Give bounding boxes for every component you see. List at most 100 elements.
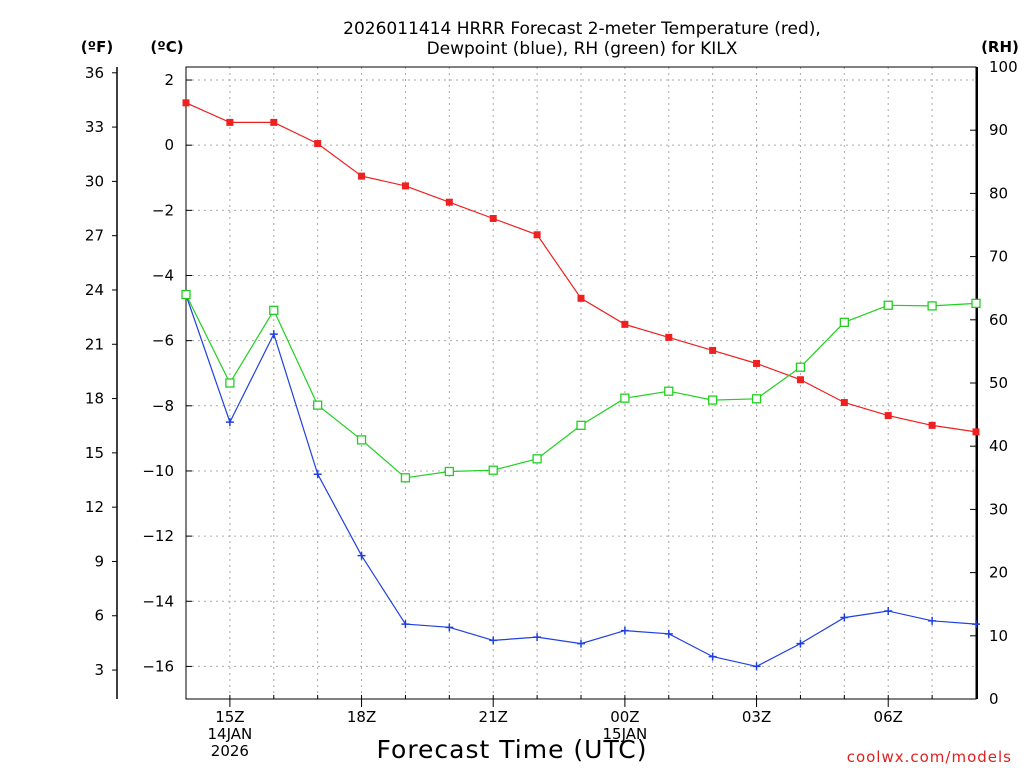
data-point <box>708 395 718 405</box>
data-point <box>401 182 409 190</box>
data-point <box>796 376 804 384</box>
data-point <box>664 386 674 396</box>
rh-tick-label: 80 <box>989 184 1008 202</box>
data-point <box>533 231 541 239</box>
rh-tick-label: 70 <box>989 248 1008 266</box>
data-point <box>753 359 761 367</box>
x-tick-label: 03Z <box>742 708 771 726</box>
celsius-tick-label: −4 <box>152 266 174 284</box>
data-point <box>577 294 585 302</box>
fahrenheit-tick-label: 36 <box>85 64 104 82</box>
data-point <box>839 317 849 327</box>
data-point <box>795 362 806 372</box>
x-tick-label: 00Z <box>610 708 639 726</box>
data-point <box>620 393 630 403</box>
fahrenheit-tick-label: 30 <box>85 172 104 190</box>
fahrenheit-tick-label: 21 <box>85 335 104 353</box>
fahrenheit-unit-label: (ºF) <box>81 38 113 56</box>
fahrenheit-tick-label: 18 <box>85 390 104 408</box>
celsius-tick-label: 2 <box>164 71 174 89</box>
data-point <box>665 333 673 341</box>
data-point <box>532 454 542 464</box>
x-tick-label: 14JAN <box>208 725 253 743</box>
data-point <box>313 470 322 479</box>
fahrenheit-tick-label: 27 <box>85 227 104 245</box>
celsius-tick-label: −10 <box>142 462 174 480</box>
tick-labels: 369121518212427303336−16−14−12−10−8−6−4−… <box>85 58 1018 760</box>
fahrenheit-tick-label: 15 <box>85 444 104 462</box>
data-point <box>270 118 278 126</box>
x-tick-label: 18Z <box>347 708 376 726</box>
data-point <box>620 626 629 635</box>
x-tick-label: 15Z <box>215 708 244 726</box>
data-point <box>489 636 498 645</box>
data-point <box>751 394 762 404</box>
series-dewpoint <box>182 291 980 671</box>
rh-tick-label: 60 <box>989 311 1008 329</box>
data-point <box>971 298 981 309</box>
data-point <box>884 412 892 420</box>
data-point <box>313 400 323 410</box>
celsius-tick-label: −14 <box>142 592 174 610</box>
data-point <box>621 320 629 328</box>
rh-tick-label: 30 <box>989 500 1008 518</box>
data-point <box>226 118 234 126</box>
data-point <box>884 607 893 616</box>
celsius-tick-label: 0 <box>164 136 174 154</box>
celsius-tick-label: −16 <box>142 657 174 675</box>
data-point <box>972 428 980 436</box>
x-axis-label: Forecast Time (UTC) <box>377 735 648 764</box>
series-rh <box>181 289 981 483</box>
data-point <box>182 99 190 107</box>
data-point <box>314 140 322 148</box>
fahrenheit-tick-label: 33 <box>85 118 104 136</box>
fahrenheit-tick-label: 24 <box>85 281 104 299</box>
data-point <box>883 300 893 310</box>
data-point <box>752 662 761 671</box>
chart-title-line-2: Dewpoint (blue), RH (green) for KILX <box>427 39 738 59</box>
rh-tick-label: 20 <box>989 564 1008 582</box>
data-point <box>708 652 717 661</box>
rh-unit-label: (RH) <box>981 38 1019 56</box>
data-point <box>840 613 849 622</box>
data-point <box>840 399 848 407</box>
data-point <box>181 289 191 300</box>
data-point <box>356 435 367 445</box>
data-point <box>709 346 717 354</box>
data-point <box>576 420 586 430</box>
data-point <box>358 172 366 180</box>
fahrenheit-tick-label: 6 <box>94 607 104 625</box>
celsius-tick-label: −8 <box>152 397 174 415</box>
fahrenheit-tick-label: 12 <box>85 498 104 516</box>
rh-tick-label: 10 <box>989 627 1008 645</box>
celsius-tick-label: −12 <box>142 527 174 545</box>
data-point <box>972 620 980 629</box>
x-tick-label: 21Z <box>479 708 508 726</box>
x-tick-label: 2026 <box>211 742 249 760</box>
chart-title-line-1: 2026011414 HRRR Forecast 2-meter Tempera… <box>343 19 821 39</box>
rh-tick-label: 50 <box>989 374 1008 392</box>
data-point <box>928 421 936 429</box>
data-point <box>577 639 585 648</box>
x-tick-label: 15JAN <box>603 725 648 743</box>
data-point <box>445 198 453 206</box>
rh-tick-label: 100 <box>989 58 1018 76</box>
data-point <box>664 629 673 638</box>
rh-tick-label: 0 <box>989 690 999 708</box>
fahrenheit-tick-label: 9 <box>94 552 104 570</box>
data-point <box>269 305 279 315</box>
fahrenheit-tick-label: 3 <box>94 661 104 679</box>
x-tick-label: 06Z <box>874 708 903 726</box>
data-point <box>928 616 937 625</box>
data-point <box>225 378 235 388</box>
celsius-tick-label: −6 <box>152 332 174 350</box>
data-point <box>488 465 498 475</box>
data-point <box>489 214 497 222</box>
data-point <box>445 623 454 632</box>
data-point <box>400 473 411 483</box>
data-point <box>269 330 278 339</box>
celsius-tick-label: −2 <box>152 201 174 219</box>
credit-text: coolwx.com/models <box>847 748 1012 766</box>
series-2-meter-temperature <box>182 99 980 436</box>
